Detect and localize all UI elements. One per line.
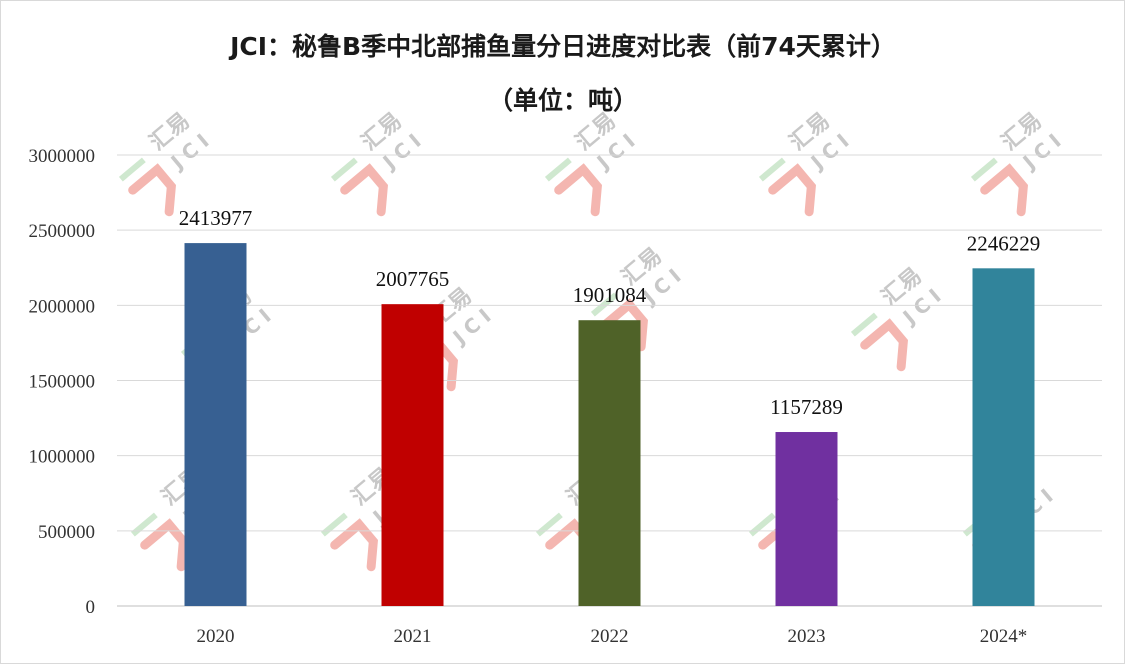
bar <box>972 268 1035 606</box>
watermark-logo-icon <box>600 298 648 352</box>
watermark-leaf-icon <box>118 157 146 182</box>
bar <box>184 243 247 606</box>
x-tick-label: 2024* <box>980 626 1028 647</box>
watermark-logo-icon <box>128 163 176 217</box>
data-label: 2007765 <box>376 267 450 291</box>
watermark-leaf-icon <box>970 157 998 182</box>
y-tick-label: 1000000 <box>29 447 96 468</box>
bar <box>381 304 444 606</box>
x-axis-tick-labels: 2020 2021 2022 2023 2024* <box>197 626 1028 647</box>
y-tick-label: 3000000 <box>29 146 96 167</box>
chart-subtitle: （单位：吨） <box>488 86 638 115</box>
watermark-logo-icon <box>980 163 1028 217</box>
y-tick-label: 0 <box>86 597 96 618</box>
watermark-logo-icon <box>330 518 378 572</box>
chart-title: JCI：秘鲁B季中北部捕鱼量分日进度对比表（前74天累计） <box>228 32 896 61</box>
watermark-logo-icon <box>554 163 602 217</box>
watermark-leaf-icon <box>850 312 878 337</box>
y-axis-tick-labels: 0 500000 1000000 1500000 2000000 2500000 30000… <box>29 146 96 618</box>
bars <box>184 243 1035 606</box>
data-label: 2246229 <box>967 231 1041 255</box>
watermark-logo-icon <box>768 163 816 217</box>
data-label: 2413977 <box>179 206 253 230</box>
x-tick-label: 2021 <box>394 626 432 647</box>
watermark-leaf-icon <box>758 157 786 182</box>
watermark-leaf-icon <box>544 157 572 182</box>
x-tick-label: 2023 <box>788 626 826 647</box>
x-tick-label: 2022 <box>591 626 629 647</box>
bar <box>775 432 838 606</box>
watermark-logo-icon <box>140 518 188 572</box>
watermark-leaf-icon <box>590 292 618 317</box>
x-tick-label: 2020 <box>197 626 235 647</box>
watermark-leaf-icon <box>330 157 358 182</box>
y-tick-label: 2500000 <box>29 221 96 242</box>
bar <box>578 320 641 606</box>
data-label: 1157289 <box>770 395 843 419</box>
watermark-logo-icon <box>340 163 388 217</box>
y-tick-label: 500000 <box>38 522 95 543</box>
data-label: 1901084 <box>573 283 647 307</box>
y-tick-label: 1500000 <box>29 372 96 393</box>
watermark-logo-icon <box>860 318 908 372</box>
data-labels: 2413977 2007765 1901084 1157289 2246229 <box>179 206 1041 419</box>
y-tick-label: 2000000 <box>29 296 96 317</box>
